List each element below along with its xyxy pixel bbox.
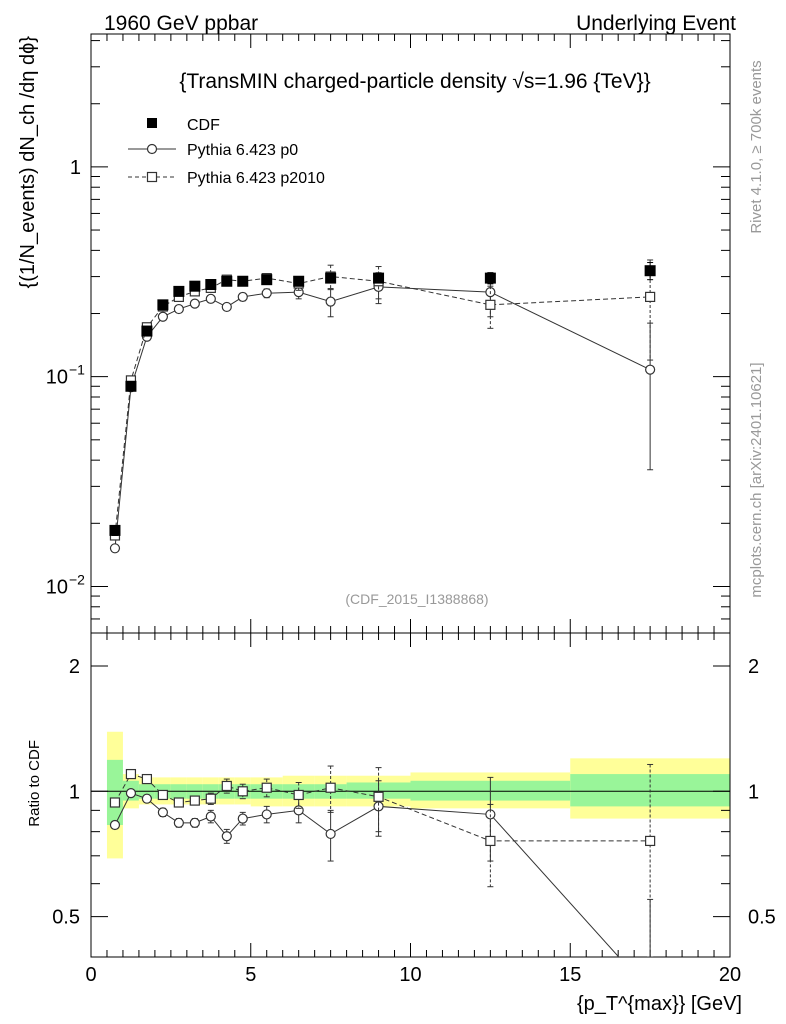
- ratio-point-pythia-6-423-p2010-11: [325, 782, 336, 793]
- legend-marker-p2010: [146, 171, 158, 183]
- main-point-cdf-4: [173, 285, 185, 297]
- y-tick-label-1: 10: [46, 367, 68, 389]
- legend-label-p2010: Pythia 6.423 p2010: [187, 170, 325, 187]
- x-tick-label-5: 5: [245, 964, 256, 986]
- main-point-pythia-6-423-p0-4: [173, 303, 184, 315]
- ratio-point-pythia-6-423-p2010-8: [237, 786, 248, 797]
- ratio-point-pythia-6-423-p0-1: [125, 788, 137, 799]
- main-point-cdf-8: [237, 275, 249, 287]
- main-point-cdf-11: [325, 272, 337, 284]
- ratio-tick-label-left-2: 2: [69, 656, 80, 678]
- main-point-pythia-6-423-p0-3: [157, 311, 168, 322]
- ratio-y-axis-label: Ratio to CDF: [26, 740, 43, 827]
- ratio-point-pythia-6-423-p0-11: [325, 828, 336, 840]
- main-point-cdf-1: [125, 380, 137, 392]
- main-point-cdf-5: [189, 280, 201, 292]
- main-point-cdf-2: [141, 325, 153, 337]
- x-tick-label-10: 10: [399, 964, 421, 986]
- ratio-tick-label-right-2: 2: [748, 656, 759, 678]
- ratio-point-pythia-6-423-p0-10: [293, 805, 304, 816]
- x-tick-label-0: 0: [85, 964, 96, 986]
- analysis-tag: (CDF_2015_I1388868): [345, 591, 488, 607]
- legend-marker-cdf: [147, 118, 157, 128]
- main-line-pythia-6-423-p2010: [114, 276, 651, 536]
- ratio-point-pythia-6-423-p0-8: [237, 813, 248, 824]
- ratio-panel-series: [109, 763, 656, 957]
- ratio-tick-label-left-1: 1: [69, 781, 80, 803]
- ratio-point-pythia-6-423-p0-3: [157, 807, 168, 818]
- ratio-point-pythia-6-423-p0-7: [221, 831, 232, 842]
- ratio-uncertainty-bands: [106, 731, 730, 859]
- main-point-pythia-6-423-p2010-13: [485, 299, 496, 310]
- header-left: 1960 GeV ppbar: [104, 12, 258, 35]
- ratio-point-pythia-6-423-p2010-10: [293, 789, 304, 801]
- ratio-point-pythia-6-423-p2010-1: [125, 768, 137, 780]
- ratio-point-pythia-6-423-p2010-6: [205, 793, 216, 804]
- legend-label-cdf: CDF: [187, 117, 220, 134]
- main-point-cdf-13: [484, 272, 496, 284]
- axis-ticks: 0 5 10 15 2010 −210 −110.5 0.51 12 2: [46, 34, 776, 986]
- legend-label-p0: Pythia 6.423 p0: [187, 142, 298, 159]
- ratio-tick-label-right-0: 0.5: [748, 907, 776, 929]
- ratio-point-pythia-6-423-p2010-3: [157, 789, 168, 801]
- ratio-point-pythia-6-423-p2010-13: [485, 835, 496, 847]
- main-point-pythia-6-423-p0-11: [325, 296, 336, 307]
- ratio-point-pythia-6-423-p2010-2: [141, 773, 153, 785]
- chart-title: {TransMIN charged-particle density √s=1.…: [179, 70, 650, 93]
- ratio-point-pythia-6-423-p2010-12: [373, 791, 384, 802]
- main-point-pythia-6-423-p0-14: [645, 364, 656, 375]
- ratio-tick-label-right-1: 1: [748, 781, 759, 803]
- y-tick-label-0: 10: [46, 576, 68, 598]
- main-point-cdf-6: [205, 279, 217, 291]
- x-tick-label-15: 15: [559, 964, 581, 986]
- mcplots-side-label: mcplots.cern.ch [arXiv:2401.10621]: [748, 362, 765, 597]
- data-series: [109, 259, 656, 957]
- y-tick-exp-0: −2: [69, 571, 85, 587]
- legend: CDF Pythia 6.423 p0 Pythia 6.423 p2010: [128, 117, 325, 187]
- ratio-point-pythia-6-423-p2010-4: [173, 797, 184, 808]
- legend-marker-p0: [146, 143, 158, 155]
- main-point-cdf-0: [109, 524, 121, 536]
- main-line-pythia-6-423-p0: [114, 286, 651, 549]
- ratio-line-pythia-6-423-p2010: [114, 773, 651, 842]
- main-point-pythia-6-423-p0-9: [261, 288, 272, 299]
- ratio-point-pythia-6-423-p0-2: [141, 793, 153, 804]
- ratio-point-pythia-6-423-p2010-5: [189, 795, 200, 806]
- ratio-point-pythia-6-423-p2010-0: [109, 797, 121, 808]
- ratio-point-pythia-6-423-p0-9: [261, 809, 272, 820]
- main-panel-series: [109, 259, 656, 554]
- y-tick-exp-1: −1: [69, 362, 85, 378]
- ratio-tick-label-left-0: 0.5: [52, 907, 80, 929]
- ratio-point-pythia-6-423-p0-5: [189, 817, 200, 828]
- rivet-side-label: Rivet 4.1.0, ≥ 700k events: [748, 60, 765, 233]
- main-point-pythia-6-423-p0-0: [109, 543, 121, 554]
- main-point-pythia-6-423-p2010-14: [645, 291, 656, 303]
- x-tick-label-20: 20: [719, 964, 741, 986]
- main-point-cdf-9: [261, 274, 273, 286]
- ratio-band-green-0: [106, 759, 123, 826]
- x-axis-label: {p_T^{max}} [GeV]: [577, 993, 742, 1015]
- main-point-cdf-14: [644, 265, 656, 277]
- ratio-point-pythia-6-423-p0-4: [173, 817, 184, 828]
- main-point-pythia-6-423-p0-6: [205, 293, 216, 304]
- main-point-pythia-6-423-p0-7: [221, 301, 232, 313]
- ratio-point-pythia-6-423-p0-0: [109, 819, 121, 831]
- main-point-pythia-6-423-p0-8: [237, 291, 248, 303]
- ratio-point-pythia-6-423-p2010-7: [221, 780, 232, 792]
- y-axis-label: {(1/N_events) dN_ch /dη dϕ}: [17, 36, 39, 289]
- main-point-pythia-6-423-p0-5: [189, 298, 200, 309]
- ratio-point-pythia-6-423-p0-6: [205, 811, 216, 822]
- y-tick-label-2: 1: [70, 157, 81, 179]
- main-point-cdf-12: [373, 272, 385, 284]
- ratio-point-pythia-6-423-p2010-9: [261, 782, 272, 793]
- main-point-cdf-7: [221, 275, 233, 287]
- ratio-point-pythia-6-423-p2010-14: [645, 835, 656, 847]
- main-point-cdf-10: [293, 275, 305, 287]
- main-point-cdf-3: [157, 299, 169, 311]
- header-right: Underlying Event: [576, 12, 736, 35]
